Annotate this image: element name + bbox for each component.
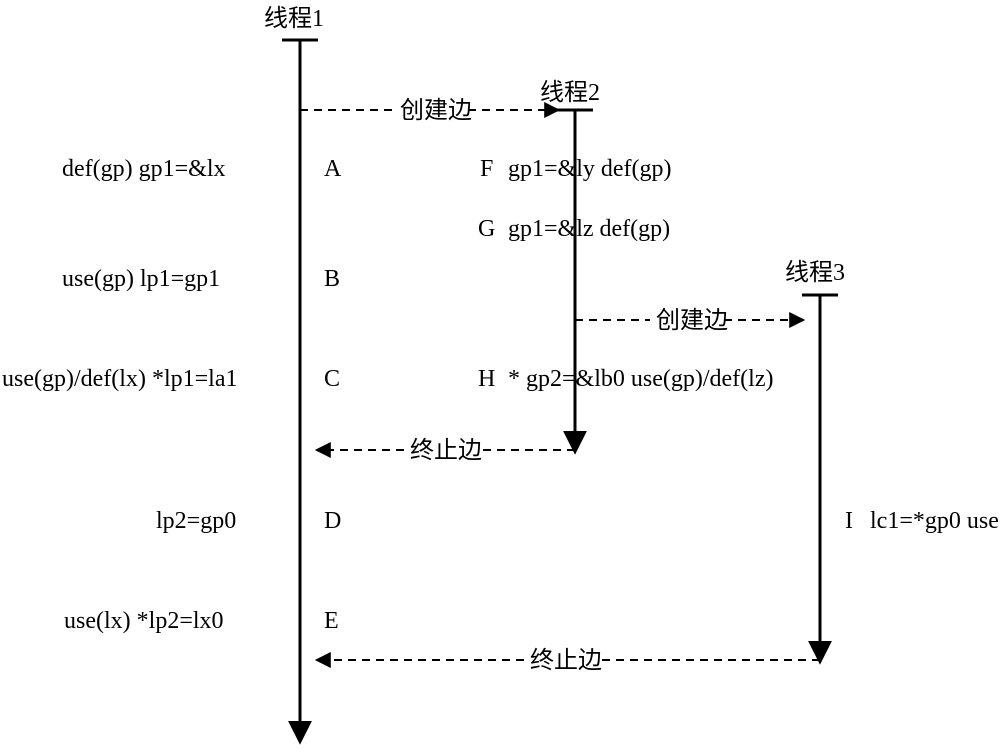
thread-diagram: 线程1线程2线程3 创建边创建边终止边终止边 Adef(gp) gp1=&lxB… [0, 0, 1000, 753]
event-letter-E: E [324, 608, 339, 634]
thread-title-2: 线程2 [540, 79, 600, 106]
event-right-G: gp1=&lz def(gp) [508, 216, 670, 242]
event-left-E: use(lx) *lp2=lx0 [64, 608, 224, 634]
event-left-D: lp2=gp0 [156, 508, 236, 534]
edge-label-3: 终止边 [530, 647, 602, 674]
event-right-F: gp1=&ly def(gp) [508, 156, 672, 182]
edge-label-2: 终止边 [410, 437, 482, 464]
event-letter-I: I [845, 508, 853, 534]
thread-title-1: 线程1 [264, 5, 324, 32]
event-left-A: def(gp) gp1=&lx [62, 156, 226, 182]
event-left-B: use(gp) lp1=gp1 [62, 266, 220, 292]
event-letter-A: A [324, 156, 342, 182]
event-right-I: lc1=*gp0 use(gp) [870, 508, 1000, 534]
edge-label-0: 创建边 [400, 97, 472, 124]
event-letter-H: H [478, 366, 495, 392]
edge-label-1: 创建边 [656, 307, 728, 334]
thread-title-3: 线程3 [785, 259, 845, 286]
event-right-H: * gp2=&lb0 use(gp)/def(lz) [508, 366, 773, 392]
event-letter-B: B [324, 266, 340, 292]
event-letter-C: C [324, 366, 340, 392]
event-letter-G: G [478, 216, 495, 242]
event-letter-F: F [480, 156, 493, 182]
event-left-C: use(gp)/def(lx) *lp1=la1 [2, 366, 237, 392]
event-letter-D: D [324, 508, 341, 534]
